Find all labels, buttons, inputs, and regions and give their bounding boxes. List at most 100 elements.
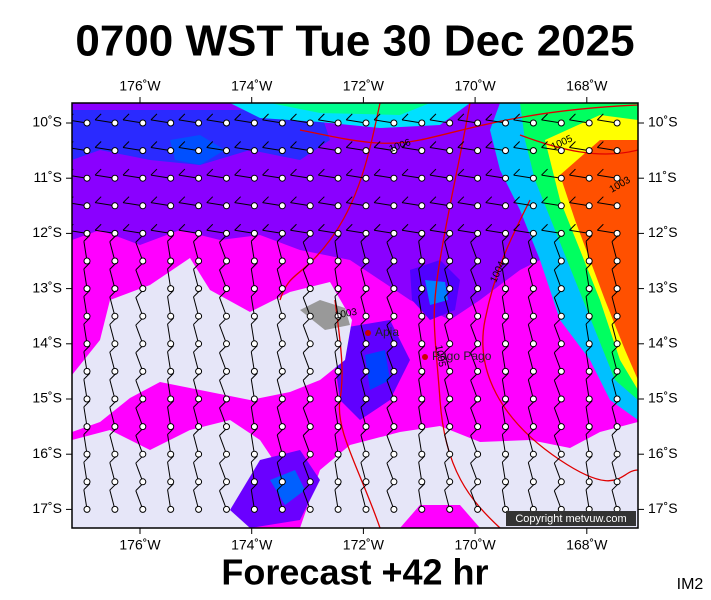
barb-station <box>139 478 147 486</box>
barb-feather <box>345 223 353 231</box>
barb-station <box>502 147 509 155</box>
barb-feather <box>541 223 548 231</box>
barb-feather <box>302 401 310 409</box>
barb-feather <box>444 290 451 298</box>
barb-feather <box>219 291 226 298</box>
barb-feather <box>360 318 368 325</box>
barb-station <box>529 395 537 403</box>
barb-station <box>278 147 286 155</box>
barb-station <box>306 119 314 127</box>
isobar-label: 1005 <box>433 344 448 368</box>
barb-station <box>278 312 286 320</box>
barb-feather <box>193 373 200 381</box>
barb-feather <box>611 483 619 491</box>
barb-station <box>195 257 203 265</box>
barb-station <box>613 478 621 486</box>
barb-feather <box>317 196 325 204</box>
barb-feather <box>418 234 426 242</box>
isobar-label: 1003 <box>334 307 358 322</box>
barb-station <box>278 340 286 348</box>
barb-feather <box>541 141 548 148</box>
barb-station <box>195 147 203 155</box>
barb-station <box>111 450 119 458</box>
barb-station <box>446 257 454 265</box>
barb-station <box>223 423 230 431</box>
barb-feather <box>585 455 593 463</box>
barb-feather <box>250 400 258 408</box>
barb-station <box>139 119 147 127</box>
barb-station <box>139 450 147 458</box>
barb-station <box>195 174 203 182</box>
place-label: Apia <box>375 325 399 339</box>
barb-feather <box>585 428 593 435</box>
barb-station <box>390 147 398 155</box>
barb-feather <box>234 113 241 121</box>
barb-station <box>446 395 454 403</box>
barb-station <box>474 202 482 210</box>
barb-station <box>362 423 370 431</box>
barb-station <box>362 257 370 265</box>
barb-station <box>250 505 258 513</box>
barb-station <box>418 450 426 458</box>
barb-feather <box>611 235 619 243</box>
barb-feather <box>611 262 619 270</box>
barb-station <box>390 257 398 265</box>
barb-feather <box>94 223 102 231</box>
barb-station <box>474 119 482 127</box>
barb-feather <box>276 483 284 491</box>
barb-station <box>195 340 203 348</box>
barb-feather <box>553 373 561 381</box>
barb-station <box>613 340 621 348</box>
barb-station <box>613 312 621 320</box>
barb-feather <box>250 455 258 463</box>
barb-station <box>446 505 454 513</box>
barb-feather <box>219 235 226 243</box>
barb-feather <box>596 113 604 121</box>
barb-feather <box>513 168 520 176</box>
barb-station <box>111 367 119 375</box>
barb-feather <box>386 373 394 381</box>
barb-feather <box>262 168 269 176</box>
barb-feather <box>386 346 394 354</box>
barb-station <box>474 174 482 182</box>
barb-feather <box>206 113 214 121</box>
barb-feather <box>193 483 200 491</box>
barb-feather <box>585 234 593 242</box>
barb-feather <box>135 456 143 464</box>
barb-feather <box>502 345 509 352</box>
barb-station <box>223 119 230 127</box>
barb-station <box>529 450 537 458</box>
barb-feather <box>502 262 509 270</box>
barb-station <box>585 257 593 265</box>
barb-feather <box>94 113 102 121</box>
barb-feather <box>444 428 451 436</box>
barb-station <box>167 312 175 320</box>
barb-station <box>278 119 286 127</box>
barb-station <box>334 340 342 348</box>
barb-feather <box>470 429 477 436</box>
barb-station <box>139 340 147 348</box>
barb-station <box>167 340 175 348</box>
barb-station <box>334 202 342 210</box>
barb-feather <box>167 428 174 435</box>
barb-feather <box>596 196 604 204</box>
barb-station <box>418 395 426 403</box>
barb-station <box>390 505 398 513</box>
barb-station <box>502 119 509 127</box>
barb-station <box>557 478 565 486</box>
barb-station <box>83 202 91 210</box>
barb-feather <box>135 429 143 436</box>
barb-feather <box>219 456 226 464</box>
barb-feather <box>135 263 143 271</box>
barb-station <box>111 340 119 348</box>
barb-station <box>474 285 482 293</box>
barb-feather <box>611 428 619 436</box>
barb-station <box>83 174 91 182</box>
barb-station <box>418 367 426 375</box>
barb-station <box>83 312 91 320</box>
barb-feather <box>135 373 143 381</box>
place-marker <box>365 330 371 336</box>
barb-station <box>418 285 426 293</box>
barb-station <box>250 285 258 293</box>
barb-station <box>306 367 314 375</box>
